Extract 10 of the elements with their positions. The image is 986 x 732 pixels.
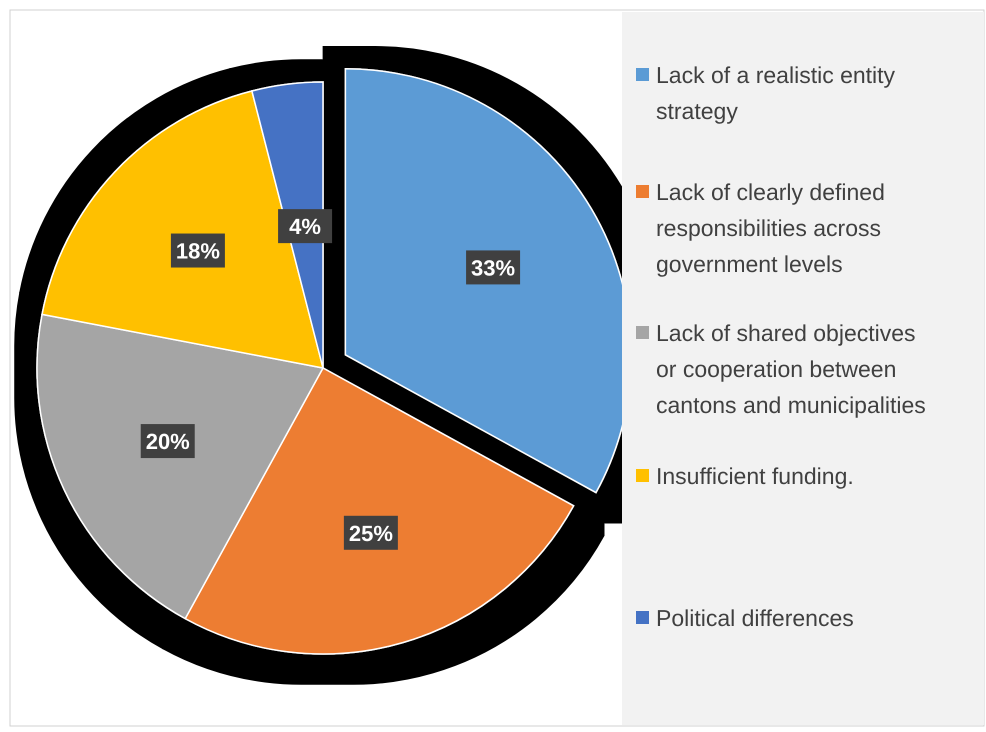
legend-label: Insufficient funding. (656, 463, 854, 489)
legend-label: Political differences (656, 605, 854, 631)
legend-label: Lack of clearly defined responsibilities across government levels (656, 179, 885, 277)
data-label: 33% (471, 255, 516, 280)
data-label: 18% (176, 238, 220, 264)
data-label: 25% (348, 520, 393, 546)
data-label: 20% (146, 429, 190, 454)
legend-label: Lack of a realistic entity strategy (656, 62, 896, 124)
data-label: 4% (289, 214, 321, 240)
legend-label: Lack of shared objectives or cooperation between cantons and municipalities (656, 320, 926, 418)
